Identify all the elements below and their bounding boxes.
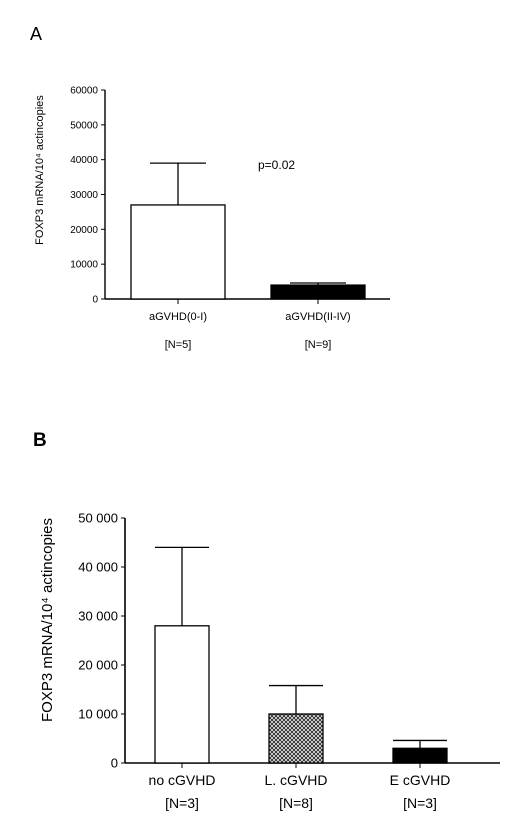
bar — [268, 713, 324, 764]
x-tick-label: no cGVHD — [149, 772, 216, 788]
bars-b — [154, 546, 448, 764]
x-tick-label: aGVHD(II-IV) — [285, 311, 350, 323]
y-tick-label: 30 000 — [78, 609, 118, 624]
y-tick-label: 20 000 — [78, 658, 118, 673]
panel-label-a: A — [30, 24, 42, 44]
y-axis-label-a: FOXP3 mRNA/10⁴ actincopies — [34, 95, 46, 245]
x-tick-label: aGVHD(0-I) — [149, 311, 207, 323]
y-tick-label: 60000 — [70, 86, 98, 97]
y-axis-label-b: FOXP3 mRNA/10⁴ actincopies — [39, 518, 56, 722]
axes-a: 0 10000 20000 30000 40000 50000 60000 aGVHD(0-I… — [70, 86, 390, 351]
sample-size-label: [N=8] — [279, 795, 313, 811]
bar — [154, 625, 210, 764]
bar — [392, 747, 448, 764]
bars-a — [130, 162, 366, 300]
y-tick-label: 30000 — [70, 190, 98, 201]
y-tick-label: 50000 — [70, 120, 98, 131]
y-tick-label: 40 000 — [78, 560, 118, 575]
y-tick-label: 10000 — [70, 260, 98, 271]
y-tick-label: 50 000 — [78, 511, 118, 526]
y-tick-label: 0 — [92, 295, 98, 306]
panel-label-b: B — [33, 430, 47, 451]
bar — [270, 284, 366, 300]
y-tick-label: 0 — [111, 756, 118, 771]
chart-panel-a: A FOXP3 mRNA/10⁴ actincopies 0 10000 20000… — [30, 24, 390, 351]
x-tick-label: L. cGVHD — [264, 772, 327, 788]
sample-size-label: [N=9] — [305, 339, 332, 351]
axes-b: 0 10 000 20 000 30 000 40 000 50 000 no cGVHD [… — [78, 511, 500, 811]
x-tick-label: E cGVHD — [390, 772, 451, 788]
p-value-annotation: p=0.02 — [258, 158, 295, 172]
y-tick-label: 40000 — [70, 155, 98, 166]
bar — [130, 204, 226, 300]
sample-size-label: [N=5] — [165, 339, 192, 351]
sample-size-label: [N=3] — [165, 795, 199, 811]
y-tick-label: 10 000 — [78, 707, 118, 722]
chart-panel-b: B FOXP3 mRNA/10⁴ actincopies 0 10 000 20 0… — [33, 430, 500, 811]
y-tick-label: 20000 — [70, 225, 98, 236]
sample-size-label: [N=3] — [403, 795, 437, 811]
